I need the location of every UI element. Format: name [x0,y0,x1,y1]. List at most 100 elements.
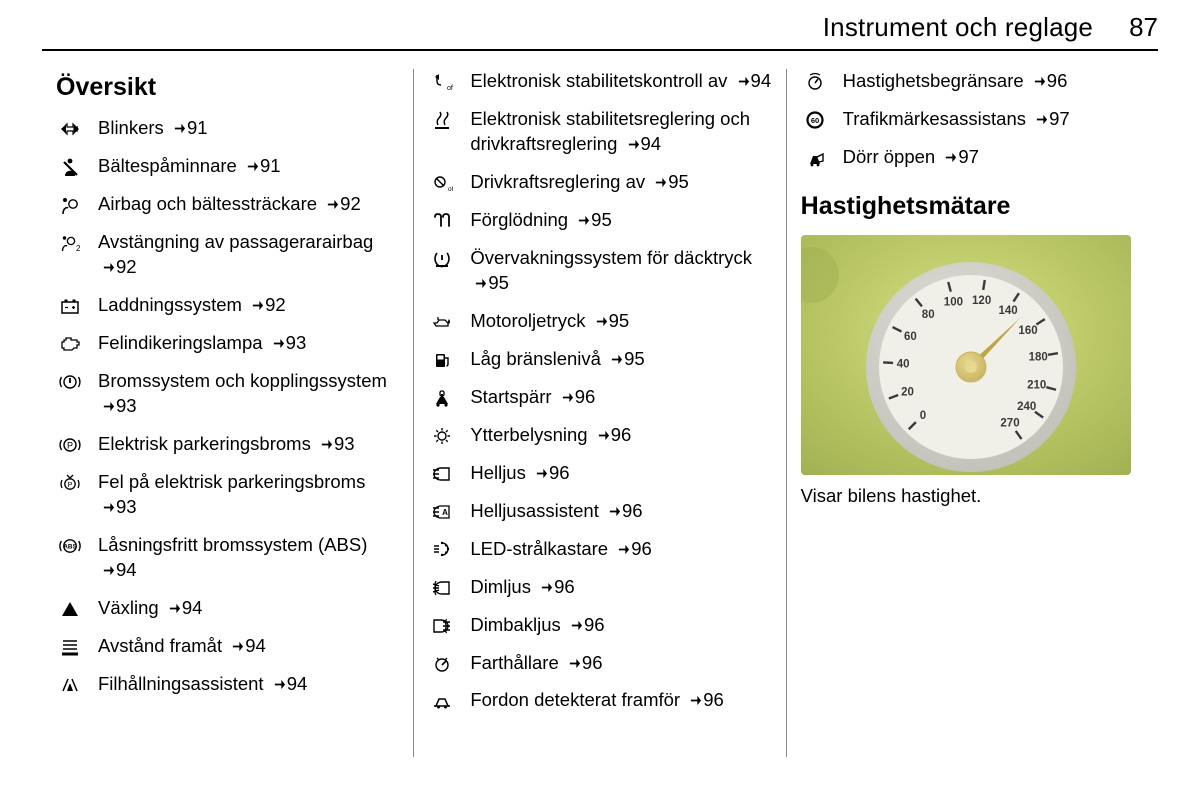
indicator-text: Felindikeringslampa 93 [98,331,399,356]
indicator-text: Avstånd framåt 94 [98,634,399,659]
page-ref: 96 [531,462,570,483]
led-icon [428,537,456,561]
page-ref: 97 [940,146,979,167]
column-1: Översikt Blinkers 91Bältespåminnare 91Ai… [42,69,413,757]
indicator-text: Bältespåminnare 91 [98,154,399,179]
indicator-text: Dörr öppen 97 [843,145,1144,170]
indicator-item: Elektrisk parkeringsbroms 93 [56,432,399,457]
indicator-item: Växling 94 [56,596,399,621]
limiter-icon [801,69,829,93]
fog-front-icon [428,575,456,599]
vehicle-ahead-icon [428,688,456,712]
indicator-text: Avstängning av passagerarairbag 92 [98,230,399,280]
page-ref: 92 [322,193,361,214]
col2-items: Elektronisk stabilitetskontroll av 94Ele… [428,69,771,713]
indicator-text: Filhållningsassistent 94 [98,672,399,697]
col3-items: Hastighetsbegränsare 96 Trafikmärkesassis… [801,69,1144,170]
indicator-text: Övervakningssystem för däcktryck 95 [470,246,771,296]
speedometer-image: 020406080100120140160180210240270 [801,235,1131,475]
indicator-text: Hastighetsbegränsare 96 [843,69,1144,94]
indicator-text: Motoroljetryck 95 [470,309,771,334]
indicator-text: Blinkers 91 [98,116,399,141]
page-ref: 92 [247,294,286,315]
triangle-up-icon [56,596,84,620]
esc-icon [428,107,456,131]
indicator-text: Förglödning 95 [470,208,771,233]
page-ref: 93 [98,395,137,416]
sign-assist-icon [801,107,829,131]
svg-text:20: 20 [901,386,914,398]
high-beam-icon [428,461,456,485]
indicator-text: Dimbakljus 96 [470,613,771,638]
indicator-text: Ytterbelysning 96 [470,423,771,448]
lane-assist-icon [56,672,84,696]
section-speedometer-title: Hastighetsmätare [801,192,1144,221]
tpms-icon [428,246,456,270]
indicator-item: Dörr öppen 97 [801,145,1144,170]
page-ref: 96 [685,689,724,710]
indicator-item: Laddningssystem 92 [56,293,399,318]
epb-icon [56,432,84,456]
indicator-text: Elektronisk stabilitetsreglering och dri… [470,107,771,157]
indicator-text: Växling 94 [98,596,399,621]
indicator-item: Drivkraftsreglering av 95 [428,170,771,195]
indicator-item: Airbag och bältessträckare 92 [56,192,399,217]
engine-icon [56,331,84,355]
indicator-item: Hastighetsbegränsare 96 [801,69,1144,94]
indicator-item: Bältespåminnare 91 [56,154,399,179]
svg-text:60: 60 [904,331,917,343]
page-ref: 93 [98,496,137,517]
svg-text:240: 240 [1017,401,1036,413]
indicator-item: Låsningsfritt bromssystem (ABS) 94 [56,533,399,583]
indicator-item: Förglödning 95 [428,208,771,233]
cruise-icon [428,651,456,675]
indicator-text: Elektrisk parkeringsbroms 93 [98,432,399,457]
abs-icon [56,533,84,557]
indicator-text: Bromssystem och kopplingssystem 93 [98,369,399,419]
page-ref: 95 [573,209,612,230]
indicator-item: Felindikeringslampa 93 [56,331,399,356]
svg-text:0: 0 [919,410,925,422]
tc-off-icon [428,170,456,194]
indicator-item: Farthållare 96 [428,651,771,676]
page-ref: 94 [269,673,308,694]
indicator-text: Startspärr 96 [470,385,771,410]
preheat-icon [428,208,456,232]
indicator-text: LED-strålkastare 96 [470,537,771,562]
indicator-item: Trafikmärkesassistans 97 [801,107,1144,132]
page-ref: 94 [227,635,266,656]
column-2: Elektronisk stabilitetskontroll av 94Ele… [413,69,785,757]
page-ref: 94 [164,597,203,618]
page-ref: 94 [623,133,662,154]
indicator-text: Trafikmärkesassistans 97 [843,107,1144,132]
page-ref: 96 [1029,70,1068,91]
airbag-icon [56,192,84,216]
page-ref: 96 [557,386,596,407]
manual-page: Instrument och reglage 87 Översikt Blink… [0,0,1200,802]
svg-text:270: 270 [1000,418,1019,430]
page-ref: 95 [470,272,509,293]
page-ref: 95 [591,310,630,331]
indicator-item: Låg bränslenivå 95 [428,347,771,372]
indicator-text: Dimljus 96 [470,575,771,600]
turn-signal-icon [56,116,84,140]
svg-text:40: 40 [896,358,909,370]
fog-rear-icon [428,613,456,637]
page-ref: 95 [650,171,689,192]
indicator-item: Avstängning av passagerarairbag 92 [56,230,399,280]
fuel-icon [428,347,456,371]
speedometer-caption: Visar bilens hastighet. [801,485,1144,507]
page-header: Instrument och reglage 87 [42,12,1158,51]
airbag-off-icon [56,230,84,254]
indicator-item: Bromssystem och kopplingssystem 93 [56,369,399,419]
page-ref: 93 [316,433,355,454]
header-page-number: 87 [1129,12,1158,43]
seatbelt-icon [56,154,84,178]
indicator-text: Drivkraftsreglering av 95 [470,170,771,195]
high-beam-assist-icon [428,499,456,523]
svg-text:120: 120 [972,295,991,307]
column-3: Hastighetsbegränsare 96 Trafikmärkesassis… [786,69,1158,757]
epb-fault-icon [56,470,84,494]
indicator-text: Låg bränslenivå 95 [470,347,771,372]
battery-icon [56,293,84,317]
